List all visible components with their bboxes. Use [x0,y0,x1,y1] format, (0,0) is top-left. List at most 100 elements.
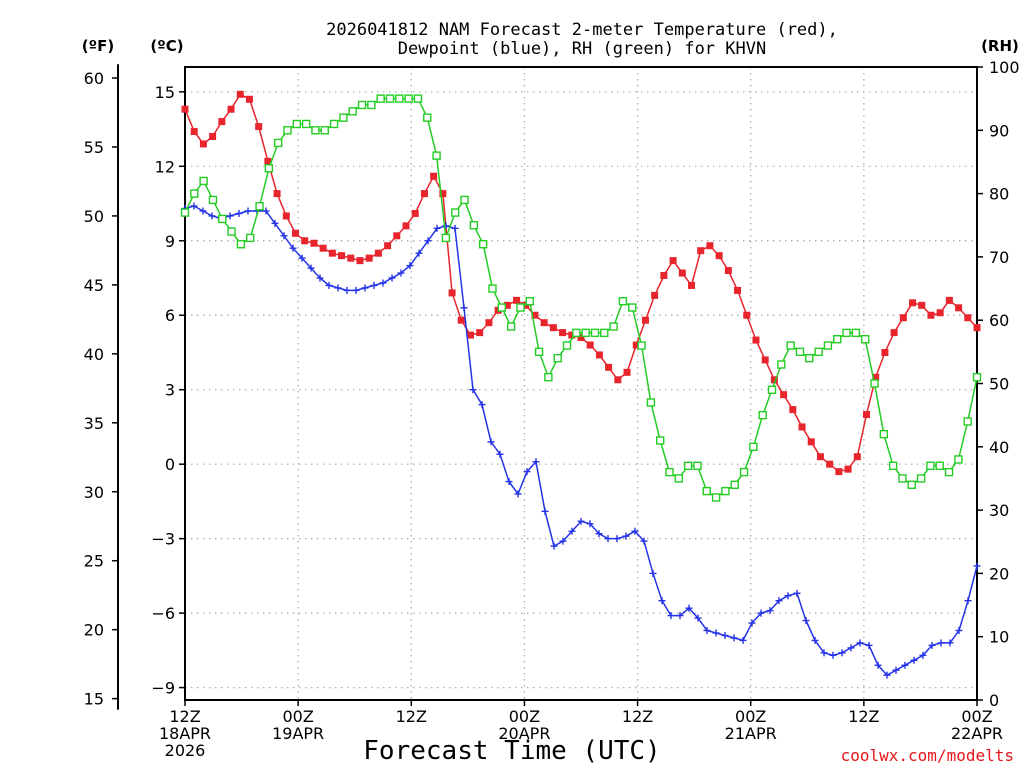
x-tick-label: 20APR [498,724,550,743]
temperature-point [384,242,392,250]
dewpoint-point [478,401,486,409]
rh-tick-label: 0 [989,691,999,710]
celsius-tick-label: −9 [151,679,175,698]
dewpoint-point [802,617,810,625]
fahrenheit-unit-label: (ºF) [82,37,114,55]
celsius-tick-label: 3 [165,381,175,400]
x-tick-label: 12Z [622,707,653,726]
rh-point [208,195,218,205]
rh-point [860,334,870,344]
dewpoint-point [712,629,720,637]
temperature-point [853,453,861,461]
dewpoint-point [784,592,792,600]
dewpoint-point [388,274,396,282]
rh-point [656,436,665,445]
rh-point [451,208,460,217]
temperature-point [245,95,253,103]
dewpoint-point [496,450,504,458]
temperature-point [209,133,217,141]
dewpoint-point [226,212,234,220]
temperature-point [347,254,355,262]
dewpoint-point [370,281,378,289]
plot-frame [184,66,978,701]
temperature-point [513,296,521,304]
x-tick-label: 12Z [396,707,427,726]
dewpoint-point [838,649,846,657]
rh-point [963,417,972,426]
rh-point [376,94,385,103]
dewpoint-point [514,490,522,498]
dewpoint-point [289,244,297,252]
rh-tick-label: 80 [989,185,1009,204]
rh-point [711,493,721,502]
rh-point [348,107,357,116]
temperature-point [955,304,963,312]
rh-point [823,341,833,350]
temperature-point [623,368,631,376]
fahrenheit-tick-label: 25 [84,552,104,571]
fahrenheit-tick-label: 40 [84,345,104,364]
rh-point [590,328,600,338]
dewpoint-point [568,527,576,535]
temperature-point [549,324,557,332]
rh-point [227,227,236,236]
dewpoint-point [487,438,495,446]
dewpoint-point [721,631,729,639]
dewpoint-point [694,614,702,622]
dewpoint-point [631,527,639,535]
rh-point [246,233,255,243]
rh-point [544,372,553,382]
dewpoint-point [550,542,558,550]
dewpoint-point [406,262,414,270]
dewpoint-point [865,641,873,649]
dewpoint-point [262,207,270,215]
rh-point [618,297,628,306]
celsius-tick-label: 12 [155,157,175,176]
temperature-point [632,341,640,349]
dewpoint-point [298,254,306,262]
x-tick-label: 12Z [848,707,879,726]
temperature-point [218,118,226,126]
rh-point [423,113,432,122]
rh-point [805,353,814,363]
temperature-point [752,336,760,344]
celsius-tick-label: 0 [165,455,175,474]
x-tick-label: 22APR [951,724,1003,743]
x-tick-label: 2026 [165,741,206,760]
rh-point [777,360,786,369]
temperature-point [236,90,244,98]
dewpoint-point [703,626,711,634]
rh-point [180,208,190,217]
rh-tick-label: 30 [989,501,1009,520]
dewpoint-point [208,212,216,220]
celsius-tick-label: 9 [165,232,175,251]
temperature-point [724,267,732,275]
rh-point [795,347,805,357]
rh-point [842,328,851,338]
rh-point [767,385,777,395]
temperature-point [393,232,401,240]
temperature-point [862,411,870,419]
dewpoint-point [928,641,936,649]
rh-point [273,138,283,148]
dewpoint-point [334,284,342,292]
temperature-point [420,190,428,198]
temperature-point [605,363,613,371]
temperature-point [798,423,806,431]
dewpoint-point [901,661,909,669]
dewpoint-point [964,597,972,605]
celsius-tick-label: −3 [151,530,175,549]
celsius-tick-label: 6 [165,306,175,325]
dewpoint-point [451,224,459,232]
temperature-point [402,222,410,230]
rh-point [786,341,795,350]
dewpoint-point [847,644,855,652]
rh-point [413,94,423,103]
temperature-point [374,249,382,257]
dewpoint-point [442,222,450,230]
dewpoint-point [190,202,198,210]
dewpoint-point [604,535,612,543]
credit-label: coolwx.com/modelts [841,746,1014,765]
dewpoint-point [379,279,387,287]
rh-point [432,151,441,160]
